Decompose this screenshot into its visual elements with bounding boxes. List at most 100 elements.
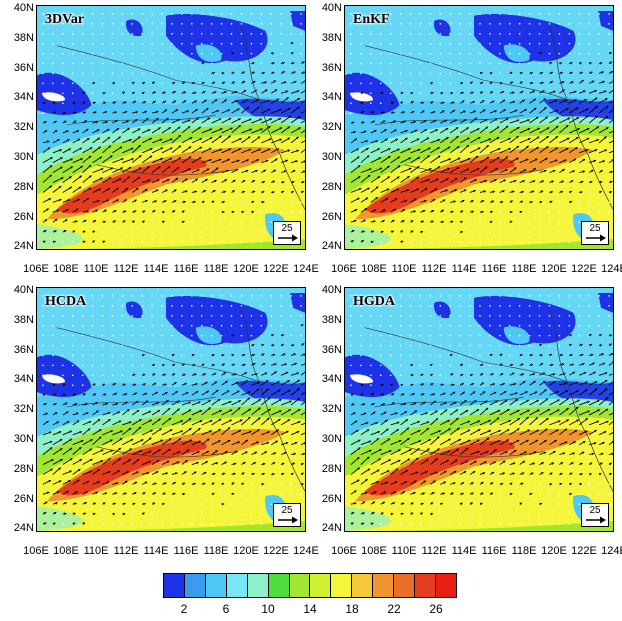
longitude-tick-label: 114E [143, 263, 169, 275]
latitude-tick-label: 38N [13, 313, 34, 326]
longitude-tick-label: 116E [173, 263, 199, 275]
longitude-tick-label: 106E [331, 545, 357, 557]
latitude-tick-label: 30N [321, 433, 342, 445]
wind-speed-map [345, 6, 613, 249]
latitude-tick-label: 36N [321, 61, 342, 74]
latitude-tick-label: 30N [13, 151, 34, 163]
colorbar-tick-label: 22 [387, 602, 401, 616]
longitude-tick-label: 124E [293, 263, 319, 275]
longitude-tick-label: 120E [541, 263, 567, 275]
latitude-axis-right-bottom: 40N 38N 36N 34N 32N 30N 28N 26N 24N [308, 284, 342, 535]
longitude-axis-left-top: 106E 108E 110E 112E 114E 116E 118E 120E 122E 124E [23, 263, 319, 277]
latitude-tick-label: 32N [321, 121, 342, 134]
arrow-right-icon [278, 516, 298, 524]
latitude-tick-label: 36N [13, 61, 34, 74]
latitude-tick-label: 26N [13, 210, 34, 223]
latitude-tick-label: 40N [321, 284, 342, 296]
longitude-tick-label: 124E [601, 545, 622, 557]
longitude-tick-label: 118E [511, 263, 537, 275]
latitude-tick-label: 38N [13, 31, 34, 44]
wind-speed-map [37, 6, 305, 249]
latitude-tick-label: 40N [13, 284, 34, 296]
arrow-right-icon [586, 234, 606, 242]
longitude-axis-left-bottom: 106E 108E 110E 112E 114E 116E 118E 120E 122E 124E [23, 545, 319, 559]
panel-title: EnKF [353, 12, 390, 27]
longitude-tick-label: 114E [451, 545, 477, 557]
latitude-tick-label: 26N [321, 492, 342, 505]
colorbar-tick-label: 26 [429, 602, 443, 616]
longitude-tick-label: 120E [541, 545, 567, 557]
latitude-tick-label: 32N [321, 403, 342, 416]
colorbar-swatch [310, 574, 332, 597]
longitude-tick-label: 106E [331, 263, 357, 275]
colorbar-tick-label: 2 [180, 602, 188, 616]
latitude-axis-right-top: 40N 38N 36N 34N 32N 30N 28N 26N 24N [308, 2, 342, 252]
arrow-right-icon [278, 234, 298, 242]
longitude-tick-label: 110E [83, 545, 109, 557]
latitude-tick-label: 36N [13, 343, 34, 356]
panel-title: 3DVar [45, 12, 85, 27]
latitude-tick-label: 40N [321, 2, 342, 14]
reference-vector: 25 [581, 221, 609, 245]
panel-hgda: HGDA 25 [344, 287, 614, 532]
longitude-tick-label: 116E [481, 545, 507, 557]
longitude-tick-label: 120E [233, 545, 259, 557]
latitude-tick-label: 32N [13, 121, 34, 134]
longitude-tick-label: 120E [233, 263, 259, 275]
longitude-tick-label: 118E [511, 545, 537, 557]
latitude-tick-label: 28N [321, 180, 342, 193]
latitude-tick-label: 24N [13, 240, 34, 253]
colorbar-swatch [394, 574, 416, 597]
reference-vector-value: 25 [281, 505, 293, 516]
longitude-tick-label: 112E [421, 263, 447, 275]
latitude-tick-label: 26N [321, 210, 342, 223]
longitude-tick-label: 114E [143, 545, 169, 557]
longitude-tick-label: 108E [53, 263, 79, 275]
longitude-tick-label: 108E [53, 545, 79, 557]
longitude-tick-label: 122E [571, 545, 597, 557]
longitude-tick-label: 108E [361, 263, 387, 275]
reference-vector: 25 [273, 503, 301, 527]
latitude-tick-label: 40N [13, 2, 34, 14]
latitude-tick-label: 28N [13, 462, 34, 475]
colorbar-swatch [247, 574, 269, 597]
latitude-tick-label: 24N [321, 522, 342, 535]
longitude-tick-label: 110E [391, 263, 417, 275]
longitude-tick-label: 106E [23, 545, 49, 557]
reference-vector: 25 [273, 221, 301, 245]
colorbar-swatch [373, 574, 395, 597]
wind-speed-map [345, 288, 613, 531]
panel-3dvar: 3DVar 25 [36, 5, 306, 250]
latitude-tick-label: 24N [13, 522, 34, 535]
longitude-axis-right-top: 106E 108E 110E 112E 114E 116E 118E 120E 122E 124E [331, 263, 622, 277]
longitude-tick-label: 124E [601, 263, 622, 275]
colorbar [163, 573, 457, 598]
longitude-tick-label: 116E [173, 545, 199, 557]
colorbar-swatch [184, 574, 206, 597]
latitude-tick-label: 30N [321, 151, 342, 163]
longitude-tick-label: 114E [451, 263, 477, 275]
colorbar-tick-label: 6 [222, 602, 230, 616]
longitude-tick-label: 108E [361, 545, 387, 557]
longitude-tick-label: 106E [23, 263, 49, 275]
colorbar-swatch [289, 574, 311, 597]
panel-hcda: HCDA 25 [36, 287, 306, 532]
panel-enkf: EnKF 25 [344, 5, 614, 250]
longitude-tick-label: 118E [203, 545, 229, 557]
latitude-tick-label: 36N [321, 343, 342, 356]
longitude-tick-label: 118E [203, 263, 229, 275]
latitude-tick-label: 30N [13, 433, 34, 445]
colorbar-tick-label: 14 [303, 602, 317, 616]
latitude-tick-label: 28N [321, 462, 342, 475]
colorbar-swatch [268, 574, 290, 597]
panel-title: HCDA [45, 294, 87, 309]
longitude-tick-label: 122E [263, 545, 289, 557]
arrow-right-icon [586, 516, 606, 524]
latitude-tick-label: 28N [13, 180, 34, 193]
reference-vector-value: 25 [589, 223, 601, 234]
longitude-tick-label: 112E [113, 263, 139, 275]
colorbar-swatch [352, 574, 374, 597]
reference-vector-value: 25 [589, 505, 601, 516]
latitude-tick-label: 34N [321, 91, 342, 104]
panel-title: HGDA [353, 294, 395, 309]
